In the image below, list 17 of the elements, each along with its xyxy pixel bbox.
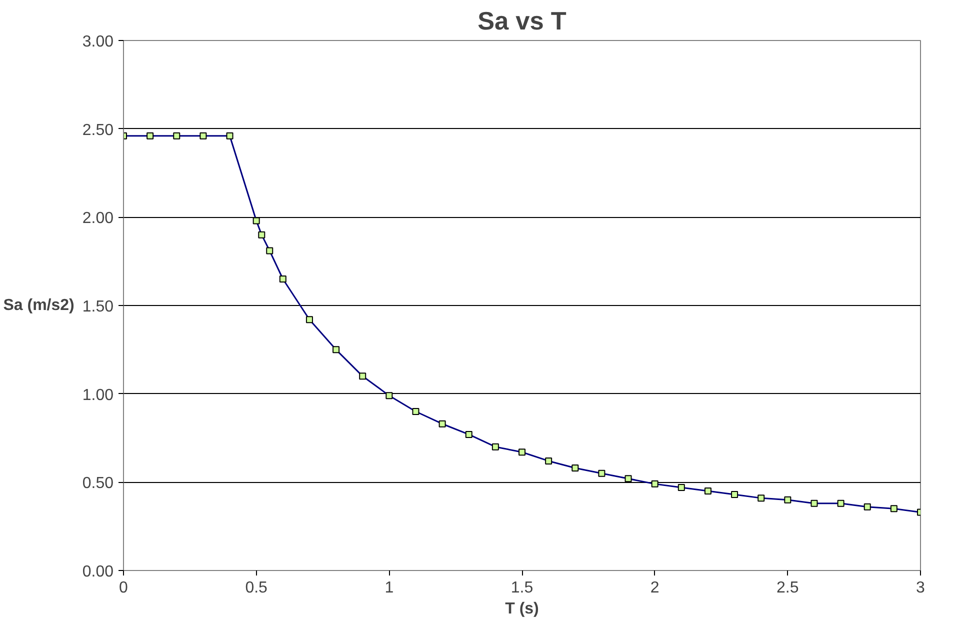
y-tick-label: 0.50 (82, 475, 114, 492)
y-tick-label: 3.00 (82, 34, 114, 50)
x-tick-label: 0 (119, 580, 128, 596)
x-tick-label: 0.5 (245, 580, 268, 596)
x-tick-label: 2 (650, 580, 660, 596)
y-tick-label: 1.00 (82, 386, 114, 404)
x-tick-label: 1.5 (510, 580, 534, 596)
y-tick-label: 2.50 (82, 122, 114, 139)
y-tick-label: 0.00 (82, 564, 114, 580)
x-tick-label: 3 (916, 580, 926, 596)
y-tick-label: 2.00 (82, 210, 114, 228)
x-tick-label: 1 (384, 580, 394, 596)
y-axis-title: Sa (m/s2) (3, 297, 74, 314)
x-axis-title: T (s) (505, 600, 539, 618)
chart-title: Sa vs T (478, 8, 567, 36)
x-tick-label: 2.5 (776, 580, 799, 596)
y-tick-label: 1.50 (82, 298, 114, 316)
